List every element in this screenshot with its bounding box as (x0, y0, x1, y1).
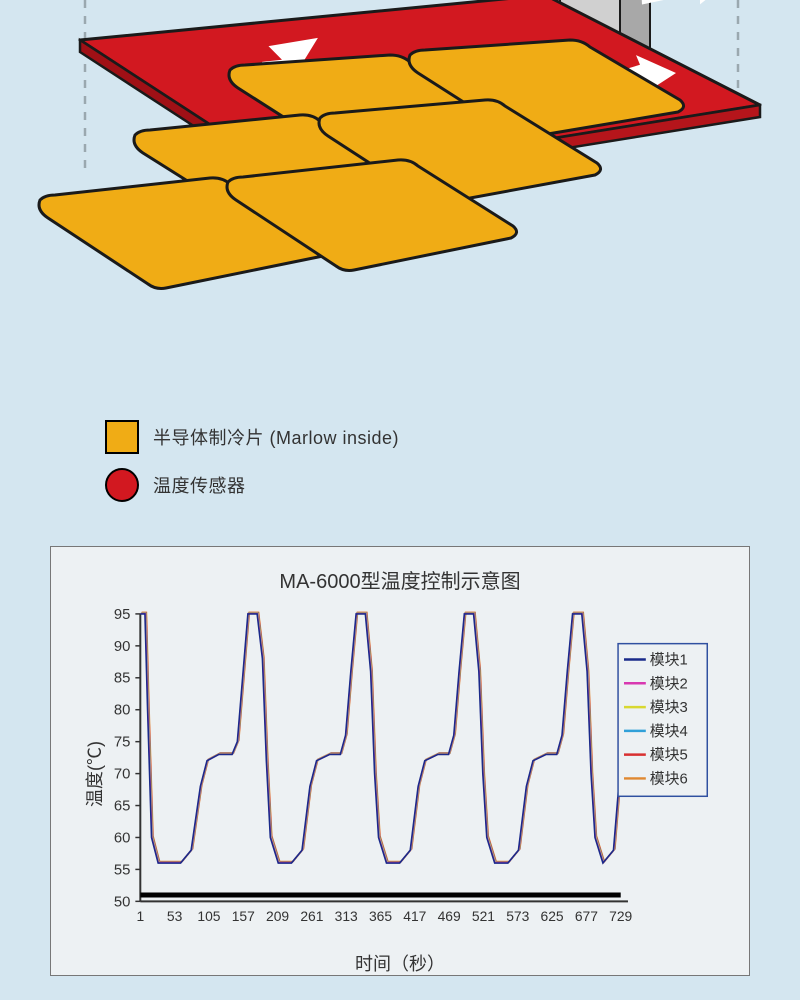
diagram-legend: 半导体制冷片 (Marlow inside) 温度传感器 (0, 420, 800, 536)
x-axis-label: 时间（秒） (63, 950, 737, 976)
legend-item-cooling: 半导体制冷片 (Marlow inside) (105, 420, 800, 454)
svg-text:573: 573 (506, 908, 529, 924)
svg-text:365: 365 (369, 908, 392, 924)
svg-text:209: 209 (266, 908, 289, 924)
swatch-circle-icon (105, 468, 139, 502)
svg-text:157: 157 (232, 908, 255, 924)
svg-text:模块4: 模块4 (650, 723, 688, 740)
legend-label: 温度传感器 (153, 472, 246, 498)
svg-text:70: 70 (114, 767, 131, 783)
svg-text:1: 1 (136, 908, 144, 924)
svg-text:50: 50 (114, 894, 131, 910)
svg-text:75: 75 (114, 735, 131, 751)
svg-text:261: 261 (300, 908, 323, 924)
svg-text:模块2: 模块2 (650, 675, 688, 692)
svg-text:60: 60 (114, 830, 131, 846)
svg-text:677: 677 (575, 908, 598, 924)
chart-svg: 50 55 60 65 70 75 80 85 90 95 1 53 105 157 209 261 313 36… (63, 604, 737, 941)
device-diagram (0, 0, 800, 420)
svg-text:313: 313 (335, 908, 358, 924)
svg-text:417: 417 (403, 908, 426, 924)
svg-text:469: 469 (438, 908, 461, 924)
svg-text:95: 95 (114, 607, 131, 623)
svg-text:53: 53 (167, 908, 183, 924)
chart-title: MA-6000型温度控制示意图 (63, 565, 737, 594)
svg-text:105: 105 (197, 908, 220, 924)
svg-text:模块6: 模块6 (650, 770, 688, 787)
svg-text:模块1: 模块1 (650, 651, 688, 668)
svg-text:80: 80 (114, 703, 131, 719)
diagram-svg (0, 0, 800, 420)
svg-text:模块3: 模块3 (650, 699, 688, 716)
chart-panel: MA-6000型温度控制示意图 温度(℃) 505560657075808590… (50, 546, 750, 976)
chart-body: 温度(℃) 5055606570758085909515310515720926… (63, 604, 737, 944)
legend-item-sensor: 温度传感器 (105, 468, 800, 502)
svg-text:85: 85 (114, 671, 131, 687)
svg-text:65: 65 (114, 798, 131, 814)
svg-text:729: 729 (609, 908, 632, 924)
svg-text:55: 55 (114, 862, 131, 878)
svg-text:521: 521 (472, 908, 495, 924)
svg-text:625: 625 (541, 908, 564, 924)
svg-text:90: 90 (114, 639, 131, 655)
legend-label: 半导体制冷片 (Marlow inside) (153, 424, 399, 450)
svg-text:模块5: 模块5 (650, 747, 688, 764)
swatch-square-icon (105, 420, 139, 454)
